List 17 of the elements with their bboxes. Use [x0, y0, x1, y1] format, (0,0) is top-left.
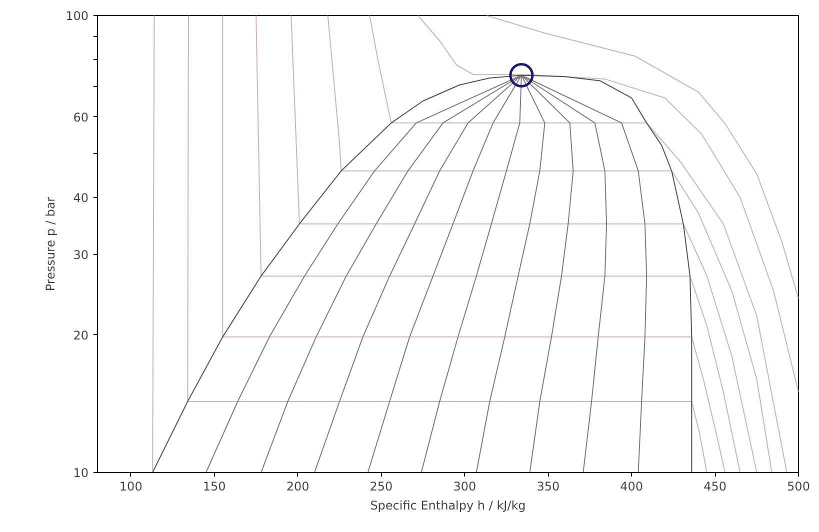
y-tick-label: 10: [73, 466, 89, 480]
x-tick-label: 300: [453, 480, 476, 494]
x-tick-label: 400: [620, 480, 644, 494]
x-tick-label: 200: [286, 480, 310, 494]
x-tick-label: 100: [119, 480, 142, 494]
y-tick-label: 40: [73, 190, 89, 205]
x-tick-label: 350: [536, 480, 560, 494]
y-tick-label: 20: [73, 328, 89, 342]
x-axis-title: Specific Enthalpy h / kJ/kg: [370, 498, 526, 512]
x-tick-label: 250: [370, 480, 393, 494]
y-tick-label: 100: [66, 9, 88, 23]
y-axis-title: Pressure p / bar: [44, 196, 58, 292]
x-tick-label: 500: [787, 480, 810, 494]
x-tick-label: 150: [202, 480, 226, 494]
x-tick-label: 450: [704, 480, 726, 494]
y-tick-label: 60: [73, 110, 89, 124]
y-tick-label: 30: [73, 248, 89, 262]
